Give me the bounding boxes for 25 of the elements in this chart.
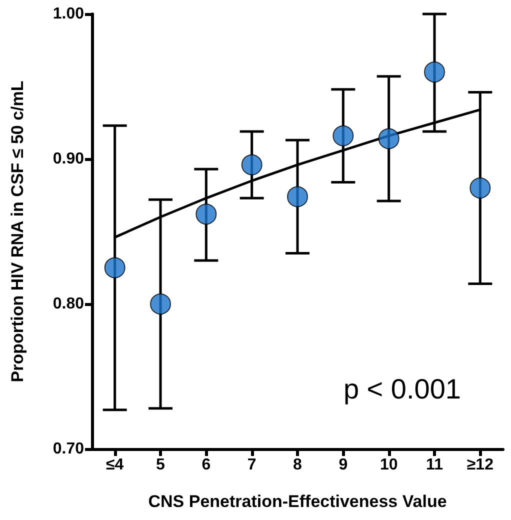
x-tick-label: ≥12 <box>466 456 494 474</box>
annotation: p < 0.001 <box>343 374 462 404</box>
y-tick-label: 0.70 <box>52 440 84 458</box>
x-axis-title: CNS Penetration-Effectiveness Value <box>148 492 447 511</box>
x-tick-label: 11 <box>426 456 444 474</box>
x-tick-label: 8 <box>293 456 302 474</box>
x-tick-label: ≤4 <box>106 456 124 474</box>
x-tick-label: 6 <box>202 456 211 474</box>
point <box>378 128 400 150</box>
point <box>287 186 308 208</box>
y-axis-title: Proportion HIV RNA in CSF ≤ 50 c/mL <box>8 80 27 382</box>
x-tick-label: 7 <box>247 456 256 474</box>
x-tick-label: 10 <box>380 456 398 474</box>
point <box>470 178 491 198</box>
point <box>104 257 126 278</box>
point <box>196 204 217 225</box>
point <box>332 125 354 146</box>
y-tick-label: 0.80 <box>52 296 84 312</box>
point <box>424 62 445 82</box>
y-tick-label: 1.00 <box>52 6 84 22</box>
x-tick-label: 5 <box>156 456 166 474</box>
point <box>150 294 171 314</box>
point <box>241 154 262 176</box>
x-tick-label: 9 <box>338 456 348 474</box>
y-tick-label: 0.90 <box>52 150 84 168</box>
